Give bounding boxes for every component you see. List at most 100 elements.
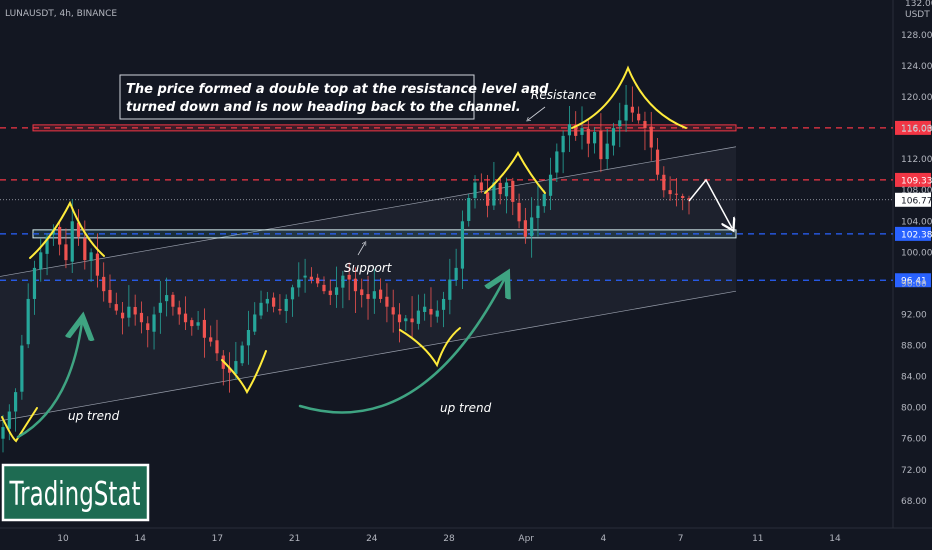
candle-body bbox=[441, 298, 446, 310]
support-pointer bbox=[357, 243, 365, 256]
time-tick: 10 bbox=[57, 534, 69, 544]
candle-body bbox=[618, 120, 622, 127]
candle-body bbox=[297, 279, 301, 288]
price-badge-text-mid-red: 109.33 bbox=[901, 176, 932, 186]
price-badge-mid-red bbox=[895, 172, 931, 187]
candle-body bbox=[580, 128, 584, 135]
candle-body bbox=[379, 289, 383, 299]
candle-body bbox=[416, 310, 420, 324]
time-tick: 4 bbox=[601, 534, 607, 544]
candle-body bbox=[523, 220, 527, 237]
price-tick: 84.00 bbox=[901, 373, 927, 383]
time-tick: 28 bbox=[443, 534, 455, 544]
candle-body bbox=[45, 236, 49, 254]
price-tick: 92.00 bbox=[901, 310, 927, 320]
time-axis[interactable]: 10 14 17 21 24 28 Apr 4 7 11 14 bbox=[57, 534, 841, 544]
second-top-highlight bbox=[571, 65, 687, 129]
symbol-title: LUNAUSDT, 4h, BINANCE bbox=[5, 9, 117, 19]
price-tick: 108.00 bbox=[901, 186, 932, 196]
candle-body bbox=[227, 367, 232, 373]
time-tick: 7 bbox=[678, 534, 684, 544]
candle-body bbox=[479, 182, 483, 191]
price-tick: 72.00 bbox=[901, 466, 927, 476]
candle-body bbox=[511, 180, 515, 202]
price-tick: 128.00 bbox=[901, 31, 932, 41]
price-tick: 116.00 bbox=[901, 124, 932, 134]
candle-body bbox=[127, 306, 131, 318]
time-tick: 14 bbox=[134, 534, 146, 544]
resistance-label: Resistance bbox=[531, 88, 596, 102]
price-badge-last bbox=[895, 192, 931, 207]
time-tick: 14 bbox=[829, 534, 841, 544]
price-tick: 76.00 bbox=[901, 435, 927, 445]
price-tick: 120.00 bbox=[901, 93, 932, 103]
candle-body bbox=[599, 130, 603, 160]
candle-body bbox=[681, 196, 685, 198]
candle-body bbox=[655, 149, 660, 175]
price-axis[interactable]: 116.03 109.33 106.77 102.38 96.41 128.00 124.0… bbox=[895, 31, 932, 507]
candle-body bbox=[215, 340, 219, 354]
candle-body bbox=[152, 314, 156, 332]
trend-arrows bbox=[16, 278, 505, 439]
channel-lower-line[interactable] bbox=[0, 290, 737, 422]
candle-body bbox=[555, 151, 559, 173]
candle-body bbox=[643, 121, 647, 129]
price-badge-text-support: 102.38 bbox=[901, 230, 932, 240]
candle-body bbox=[353, 278, 358, 292]
note-line-2: turned down and is now heading back to t… bbox=[126, 100, 521, 115]
candle-body bbox=[165, 295, 169, 302]
time-tick: 11 bbox=[752, 534, 763, 544]
price-tick: 80.00 bbox=[901, 404, 927, 414]
candle-body bbox=[492, 182, 496, 206]
candle-body bbox=[290, 287, 295, 300]
uptrend-label-2: up trend bbox=[440, 401, 492, 415]
candle-body bbox=[89, 252, 93, 261]
candle-body bbox=[561, 135, 565, 153]
left-bottom-highlight bbox=[1, 407, 38, 443]
candle-body bbox=[530, 217, 534, 237]
highlight-curves bbox=[1, 65, 687, 443]
candle-body bbox=[272, 297, 276, 307]
price-badge-support bbox=[895, 226, 931, 241]
candle-body bbox=[504, 182, 509, 197]
candle-body bbox=[120, 312, 125, 319]
candle-body bbox=[473, 182, 477, 199]
price-tick: 68.00 bbox=[901, 497, 927, 507]
candle-body bbox=[202, 319, 206, 338]
candle-body bbox=[234, 361, 238, 374]
candle-body bbox=[404, 318, 408, 322]
channel-upper-line[interactable] bbox=[0, 146, 737, 277]
candle-body bbox=[649, 126, 653, 148]
candle-body bbox=[410, 318, 414, 323]
price-tick: 104.00 bbox=[901, 217, 932, 227]
candle-body bbox=[95, 253, 100, 276]
candle-body bbox=[624, 104, 628, 121]
uptrend-arrow-1 bbox=[16, 322, 82, 439]
candle-body bbox=[76, 222, 81, 237]
candle-body bbox=[637, 113, 641, 121]
candle-body bbox=[687, 198, 691, 200]
candle-body bbox=[448, 279, 452, 300]
candle-body bbox=[630, 106, 634, 113]
candle-body bbox=[83, 238, 87, 261]
uptrend-label-1: up trend bbox=[68, 409, 120, 423]
mid-bottom-highlight bbox=[221, 350, 267, 395]
candle-body bbox=[196, 322, 200, 326]
annotation-note[interactable]: The price formed a double top at the res… bbox=[119, 74, 549, 120]
candle-body bbox=[674, 193, 679, 195]
candle-body bbox=[366, 294, 370, 299]
candle-body bbox=[108, 289, 112, 303]
candle-body bbox=[574, 125, 578, 136]
candle-body bbox=[32, 267, 37, 299]
note-line-1: The price formed a double top at the res… bbox=[126, 82, 549, 97]
candle-body bbox=[328, 290, 332, 296]
candle-body bbox=[70, 221, 74, 262]
time-tick: Apr bbox=[518, 534, 534, 544]
time-tick: 17 bbox=[212, 534, 223, 544]
resistance-pointer bbox=[528, 106, 546, 120]
candle-body bbox=[114, 304, 118, 311]
candle-body bbox=[397, 314, 402, 323]
right-bottom-highlight bbox=[399, 327, 461, 368]
candle-body bbox=[567, 124, 572, 136]
price-badge-lower-blue bbox=[895, 273, 931, 288]
